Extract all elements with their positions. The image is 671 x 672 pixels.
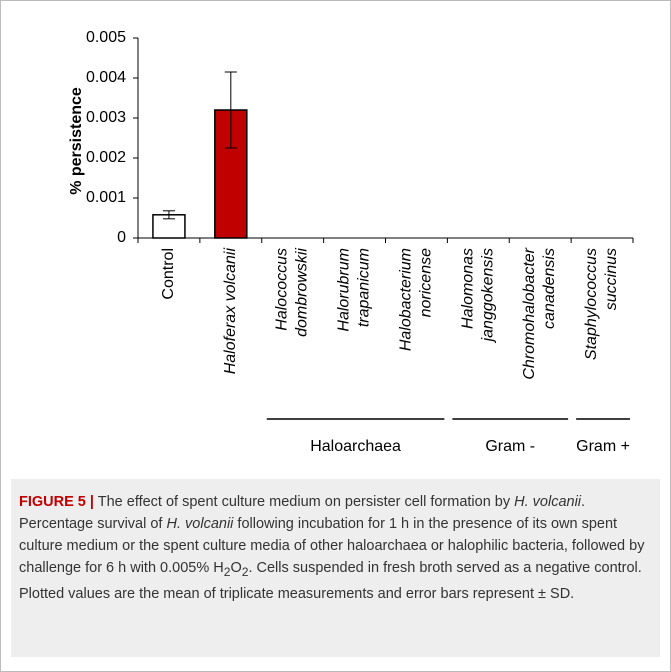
y-tick-label: 0 [117,229,126,246]
x-tick-label-line: Chromohalobacter [521,247,538,379]
group-label: Gram - [485,438,535,455]
x-tick-label-line: Halomonas [460,248,477,329]
y-tick-label: 0.004 [86,69,126,86]
caption-text: H. volcanii [514,494,582,510]
y-tick-label: 0.005 [86,29,126,46]
y-tick-label: 0.003 [86,109,126,126]
caption-text: 2 [223,564,231,579]
y-tick-label: 0.001 [86,189,126,206]
x-tick-label: Halorubrum trapanicum [336,248,373,332]
x-tick-label-line: Control [160,248,177,300]
group-label: Haloarchaea [310,438,401,455]
y-tick-label: 0.002 [86,149,126,166]
x-tick-label-line: canadensis [541,248,558,329]
x-tick-label-line: dombrowskii [294,248,311,337]
caption-text: H. volcanii [166,516,234,532]
x-tick-label: Control [160,248,177,300]
caption-text: . Cells suspended in fresh broth served … [19,560,642,602]
x-tick-label: Halobacterium noricense [398,248,435,351]
x-tick-label: Halomonas janggokensis [460,248,497,343]
x-tick-label: Halococcus dombrowskii [274,248,311,337]
caption-text: 2 [241,564,249,579]
caption-label: FIGURE 5 | [19,494,94,510]
x-tick-label-line: Halorubrum [336,248,353,332]
caption-text: following incubation for 1 h in the pres… [19,516,645,576]
x-tick-label-line: Halobacterium [398,248,415,351]
x-tick-label-line: trapanicum [356,248,373,327]
x-tick-label-line: Staphylococcus [583,248,600,360]
x-tick-label-line: Haloferax volcanii [222,248,239,375]
group-label: Gram + [576,438,630,455]
x-tick-label-line: janggokensis [480,248,497,343]
chart: % persistence 0 0.001 0.002 0.003 0.004 0.005… [68,29,634,455]
error-bar [224,71,237,149]
caption-text: The effect of spent culture medium on pe… [93,494,515,510]
x-tick-label-line: Halococcus [274,248,291,331]
caption: FIGURE 5 | The effect of spent culture m… [11,479,660,657]
x-tick-label-line: noricense [418,248,435,317]
error-bar [162,210,175,220]
x-tick-label: Chromohalobacter canadensis [521,247,558,379]
x-tick-label-line: succinus [603,248,620,310]
y-axis-title: % persistence [68,87,85,195]
x-tick-label: Staphylococcus succinus [583,248,620,360]
caption-text: . Percentage survival of [19,494,586,532]
x-tick-label: Haloferax volcanii [222,248,239,375]
caption-text: O [230,560,242,576]
